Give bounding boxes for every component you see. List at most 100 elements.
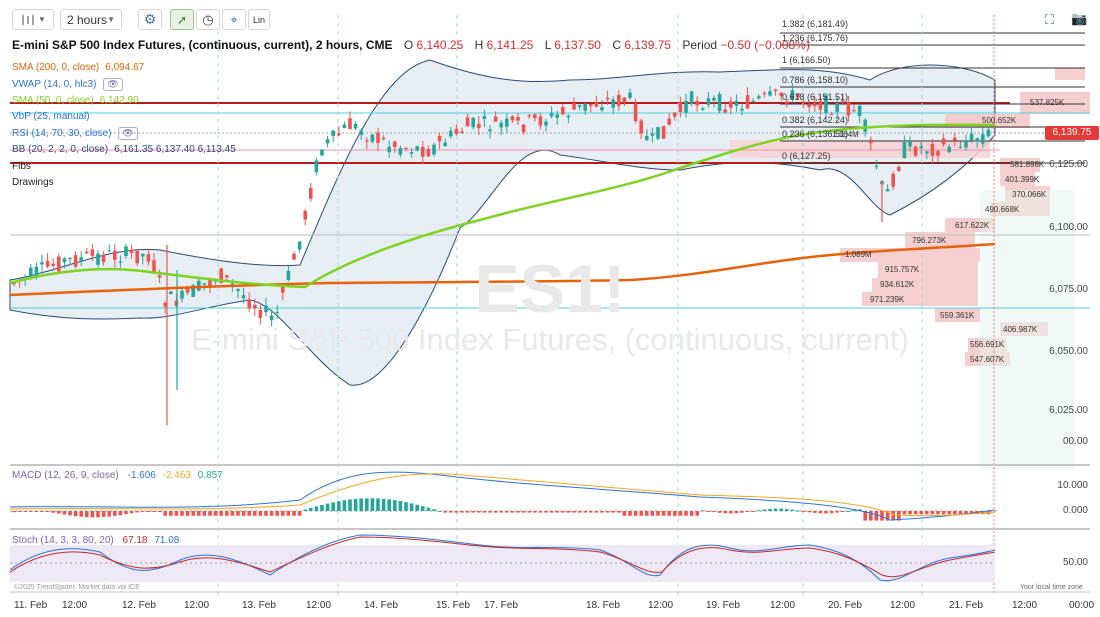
macd-histogram [12, 498, 991, 521]
candlesticks[interactable] [12, 83, 991, 425]
macd-hist-bar [465, 511, 470, 513]
scale-button[interactable]: Lin [248, 9, 270, 30]
macd-hist-bar [107, 511, 111, 517]
macd-hist-bar [488, 511, 492, 513]
fullscreen-icon[interactable]: ⛶ [1045, 12, 1055, 27]
toolbar: ▼ 2 hours ▼ ⚙ ➚ ◷ ⌖ Lin ⛶ 📷 [0, 0, 1100, 38]
macd-hist-bar [723, 511, 727, 514]
stoch-k-value: 67.18 [122, 535, 148, 546]
interval-select[interactable]: 2 hours ▼ [60, 9, 122, 30]
timezone-label[interactable]: Your local time zone [1020, 584, 1083, 591]
candle-body [146, 254, 151, 262]
macd-hist-bar [561, 511, 565, 513]
sma-200-line[interactable] [9, 242, 996, 297]
close-value: 6,139.75 [624, 38, 672, 52]
candle-body [129, 249, 134, 254]
vbp-bar [872, 278, 978, 292]
candle-body [779, 92, 783, 97]
candle-body [353, 123, 358, 129]
crosshair-button[interactable]: ⌖ [222, 9, 246, 30]
time-axis-label: 21. Feb [949, 600, 983, 611]
macd-hist-bar [521, 511, 526, 513]
macd-hist-bar [398, 501, 403, 511]
macd-hist-bar [577, 511, 582, 513]
candle-body [331, 130, 335, 136]
time-axis-label: 12:00 [770, 600, 796, 611]
candle-body [790, 90, 795, 100]
candle-body [751, 101, 755, 103]
candle-body [516, 117, 520, 121]
candle-body [477, 123, 481, 129]
macd-hist-bar [320, 504, 324, 511]
drawing-tool-button[interactable]: ➚ [170, 9, 194, 30]
price-axis-label: 00.00 [1062, 436, 1088, 447]
candle-body [247, 299, 251, 309]
macd-hist-bar [68, 511, 72, 516]
candle-body [757, 96, 761, 99]
open-value: 6,140.25 [416, 38, 464, 52]
indicator-rsi[interactable]: RSI (14, 70, 30, close) 👁 [12, 127, 138, 140]
vbp-bar [730, 140, 990, 158]
macd-hist-bar [740, 511, 744, 513]
macd-hist-bar [835, 511, 839, 513]
macd-hist-bar [415, 504, 419, 511]
macd-hist-bar [258, 511, 263, 516]
eye-icon[interactable]: 👁 [103, 78, 123, 91]
indicator-vbp[interactable]: VbP (25, manual) [12, 111, 90, 122]
macd-hist-bar [874, 511, 879, 521]
candle-body [600, 107, 604, 111]
camera-icon[interactable]: 📷 [1071, 11, 1088, 26]
indicator-sma50[interactable]: SMA (50, 0, close) 6,142.90 [12, 95, 139, 106]
candle-body [398, 148, 403, 155]
candle-body [925, 151, 929, 154]
macd-hist-bar [880, 511, 884, 521]
macd-signal-line [9, 473, 996, 517]
replay-button[interactable]: ◷ [196, 9, 220, 30]
time-axis-label: 12:00 [648, 600, 674, 611]
macd-hist-bar [185, 511, 190, 516]
stoch-legend[interactable]: Stoch (14, 3, 3, 80, 20) 67.18 71.08 [12, 535, 179, 546]
macd-hist-bar [421, 506, 425, 511]
settings-button[interactable]: ⚙ [138, 9, 162, 30]
time-axis-label: 19. Feb [706, 600, 740, 611]
candle-body [566, 115, 571, 118]
macd-hist-bar [34, 511, 39, 512]
candle-body [549, 112, 554, 117]
sma-50-line[interactable] [9, 123, 996, 289]
vbp-label: 617.622K [955, 221, 990, 230]
fibs-label[interactable]: Fibs [12, 161, 31, 172]
candle-body [460, 131, 464, 133]
candle-body [874, 165, 879, 167]
macd-hist-bar [768, 508, 772, 511]
volume-by-price-bars [730, 68, 1090, 470]
indicator-bb[interactable]: BB (20, 2, 2, 0, close) 6,161.35 6,137.40… [12, 144, 236, 155]
candle-body [29, 267, 33, 279]
macd-hist-bar [538, 511, 543, 513]
price-axis-label: 6,050.00 [1049, 346, 1088, 357]
vbp-label: 1.164M [832, 130, 859, 139]
time-axis-label: 15. Feb [436, 600, 470, 611]
time-axis-label: 12:00 [62, 600, 88, 611]
macd-hist-bar [633, 511, 638, 516]
chart-type-button[interactable]: ▼ [12, 9, 54, 30]
macd-hist-bar [124, 511, 128, 515]
indicator-vwap[interactable]: VWAP (14, 0, hlc3) 👁 [12, 78, 123, 91]
drawings-label[interactable]: Drawings [12, 177, 54, 188]
candle-body [409, 152, 414, 154]
macd-hist-bar [589, 511, 593, 513]
macd-legend[interactable]: MACD (12, 26, 9, close) -1.606 -2.463 0.… [12, 470, 223, 481]
vbp-bar [968, 338, 1006, 352]
candle-body [622, 97, 627, 103]
candle-body [510, 116, 515, 121]
macd-hist-bar [163, 511, 167, 516]
macd-hist-bar [908, 511, 912, 515]
high-value: 6,141.25 [486, 38, 534, 52]
indicator-sma200[interactable]: SMA (200, 0, close) 6,094.67 [12, 62, 144, 73]
candle-body [253, 304, 257, 309]
vbp-bar [980, 190, 1075, 470]
eye-icon[interactable]: 👁 [118, 127, 138, 140]
macd-hist-bar [605, 511, 610, 513]
vbp-bar [1055, 68, 1085, 80]
